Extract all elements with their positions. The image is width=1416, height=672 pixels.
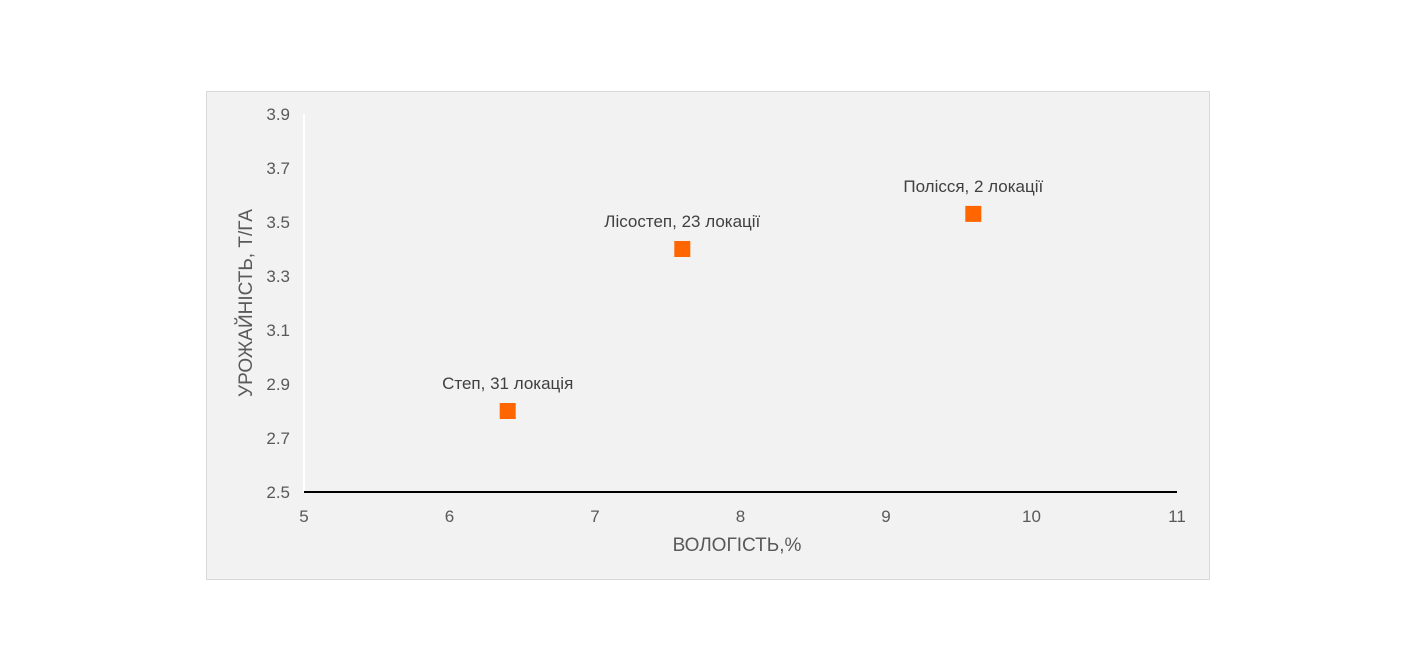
data-point-marker bbox=[499, 403, 516, 419]
x-tick-label: 8 bbox=[736, 507, 745, 526]
y-tick-label: 2.5 bbox=[266, 483, 290, 502]
y-tick-label: 3.7 bbox=[266, 159, 290, 178]
x-axis-title: ВОЛОГІСТЬ,% bbox=[673, 535, 802, 556]
x-tick-label: 11 bbox=[1168, 507, 1186, 526]
y-tick-label: 3.9 bbox=[266, 105, 290, 124]
x-tick-label: 7 bbox=[590, 507, 599, 526]
y-tick-label: 2.9 bbox=[266, 375, 290, 394]
x-tick-label: 10 bbox=[1022, 507, 1041, 526]
x-tick-labels: 5 6 7 8 9 10 11 bbox=[299, 507, 1186, 526]
y-tick-label: 3.5 bbox=[266, 213, 290, 232]
y-tick-label: 2.7 bbox=[266, 429, 290, 448]
x-tick-label: 6 bbox=[445, 507, 454, 526]
data-point-label: Степ, 31 локація bbox=[442, 374, 573, 393]
chart-area bbox=[206, 91, 1210, 580]
y-axis-title: УРОЖАЙНІСТЬ, Т/ГА bbox=[235, 209, 257, 397]
data-points: Степ, 31 локація Лісостеп, 23 локації Полі… bbox=[442, 177, 1044, 419]
data-point-marker bbox=[674, 241, 691, 257]
data-point-label: Лісостеп, 23 локації bbox=[604, 212, 760, 231]
data-point-label: Полісся, 2 локації bbox=[903, 177, 1043, 196]
x-tick-label: 5 bbox=[299, 507, 308, 526]
y-tick-labels: 2.5 2.7 2.9 3.1 3.3 3.5 3.7 3.9 bbox=[266, 105, 290, 502]
y-tick-label: 3.3 bbox=[266, 267, 290, 286]
x-tick-label: 9 bbox=[881, 507, 890, 526]
y-tick-label: 3.1 bbox=[266, 321, 290, 340]
data-point-marker bbox=[965, 205, 982, 222]
